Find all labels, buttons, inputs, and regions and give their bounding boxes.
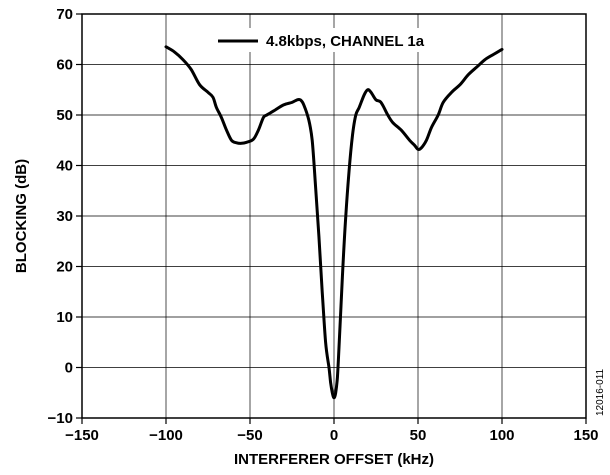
series-layer <box>164 45 504 400</box>
legend-label-4-8kbps-channel-1a: 4.8kbps, CHANNEL 1a <box>266 33 425 50</box>
y-tick-label: 20 <box>56 259 73 276</box>
x-tick-label: 150 <box>573 427 598 444</box>
x-tick-label: −100 <box>149 427 183 444</box>
legend: 4.8kbps, CHANNEL 1a <box>208 28 462 52</box>
series-line-4-8kbps-channel-1a <box>164 45 504 400</box>
x-tick-label: −150 <box>65 427 99 444</box>
x-tick-label: −50 <box>237 427 262 444</box>
y-tick-label: 70 <box>56 6 73 23</box>
y-tick-label: 0 <box>65 360 73 377</box>
y-tick-label: 50 <box>56 107 73 124</box>
figure-id: 12016-011 <box>595 368 606 416</box>
y-tick-label: 60 <box>56 57 73 74</box>
ticks <box>76 13 587 424</box>
y-tick-label: 40 <box>56 158 73 175</box>
grid <box>82 14 586 418</box>
y-tick-label: 10 <box>56 309 73 326</box>
y-tick-label: −10 <box>48 410 73 427</box>
x-tick-label: 100 <box>489 427 514 444</box>
x-tick-label: 0 <box>330 427 338 444</box>
y-axis-title: BLOCKING (dB) <box>13 159 30 273</box>
x-tick-label: 50 <box>410 427 427 444</box>
y-tick-label: 30 <box>56 208 73 225</box>
x-axis-title: INTERFERER OFFSET (kHz) <box>234 451 434 468</box>
